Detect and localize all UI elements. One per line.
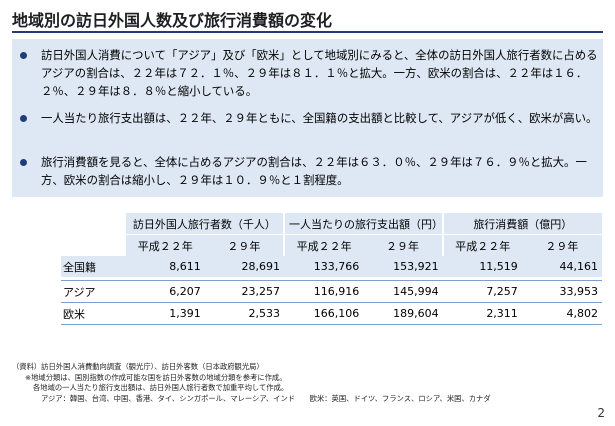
table-corner [61, 213, 126, 235]
table-cell: 166,106 [283, 302, 364, 325]
table-cell: 4,802 [521, 302, 602, 325]
note-line: アジア：韓国、台湾、中国、香港、タイ、シンガポール、マレーシア、インド 欧米：英… [41, 393, 491, 403]
column-header: ２９年 [521, 234, 602, 256]
table-cell: 8,611 [125, 256, 205, 277]
table-cell: 2,533 [204, 302, 284, 325]
table-cell: 2,311 [442, 302, 522, 325]
table-corner [61, 235, 126, 257]
table-row: アジア 6,207 23,257 116,916 145,994 7,257 3… [61, 280, 602, 303]
table-cell: 145,994 [363, 280, 443, 303]
table-cell: 189,604 [363, 302, 443, 325]
table-cell: 153,921 [363, 256, 443, 277]
note-line: （資料）訪日外国人消費動向調査（観光庁）、訪日外客数（日本政府観光局） [12, 362, 264, 371]
source-notes: （資料）訪日外国人消費動向調査（観光庁）、訪日外客数（日本政府観光局） ※地域分… [12, 362, 491, 404]
column-group-header: 一人当たりの旅行支出額（円） [282, 213, 443, 235]
table-row: 欧米 1,391 2,533 166,106 189,604 2,311 4,8… [61, 302, 602, 325]
table-header-years: 平成２２年 ２９年 平成２２年 ２９年 平成２２年 ２９年 [61, 234, 602, 257]
table-cell: 23,257 [204, 280, 284, 303]
column-header: 平成２２年 [441, 234, 522, 256]
column-header: 平成２２年 [282, 234, 364, 256]
table-cell: 6,207 [125, 280, 205, 303]
bullet-text: 訪日外国人消費について「アジア」及び「欧米」として地域別にみると、全体の訪日外国… [41, 48, 598, 98]
bullet-text: 旅行消費額を見ると、全体に占めるアジアの割合は、２２年は６３．０％、２９年は７６… [41, 155, 587, 187]
bullet-item: 一人当たり旅行支出額は、２２年、２９年ともに、全国籍の支出額と比較して、アジアが… [20, 109, 598, 127]
bullet-dot-icon [20, 52, 27, 59]
bullet-dot-icon [20, 115, 27, 122]
bullet-item: 旅行消費額を見ると、全体に占めるアジアの割合は、２２年は６３．０％、２９年は７６… [20, 153, 598, 189]
table-cell: 44,161 [521, 256, 602, 277]
column-header: 平成２２年 [125, 234, 205, 256]
column-header: ２９年 [204, 234, 284, 256]
column-group-header: 旅行消費額（億円） [441, 213, 602, 235]
table-cell: 7,257 [442, 280, 522, 303]
column-header: ２９年 [363, 234, 443, 256]
page-title: 地域別の訪日外国人数及び旅行消費額の変化 [12, 11, 333, 30]
table-cell: 11,519 [442, 256, 522, 277]
table-header-groups: 訪日外国人旅行者数（千人） 一人当たりの旅行支出額（円） 旅行消費額（億円） [61, 213, 602, 235]
table-cell: 28,691 [204, 256, 284, 277]
table-cell: 133,766 [283, 256, 364, 277]
summary-panel: 訪日外国人消費について「アジア」及び「欧米」として地域別にみると、全体の訪日外国… [12, 39, 603, 197]
page-number: 2 [597, 406, 605, 420]
note-line: 各地域の一人当たり旅行支出額は、訪日外国人旅行者数で加重平均して作成。 [33, 383, 289, 392]
note-line: ※地域分類は、国別指数の作成可能な国を訪日外客数の地域分類を参考に作成。 [25, 372, 287, 382]
column-group-header: 訪日外国人旅行者数（千人） [125, 213, 284, 235]
row-label: 全国籍 [61, 256, 126, 277]
bullet-dot-icon [20, 159, 27, 166]
table-cell: 1,391 [125, 302, 205, 325]
bullet-text: 一人当たり旅行支出額は、２２年、２９年ともに、全国籍の支出額と比較して、アジアが… [41, 111, 598, 125]
table-spacer [61, 277, 602, 281]
table-row: 全国籍 8,611 28,691 133,766 153,921 11,519 … [61, 256, 602, 277]
table-cell: 116,916 [283, 280, 364, 303]
title-underline [12, 31, 603, 33]
row-label: 欧米 [61, 302, 126, 325]
row-label: アジア [61, 280, 126, 303]
bullet-item: 訪日外国人消費について「アジア」及び「欧米」として地域別にみると、全体の訪日外国… [20, 46, 598, 100]
table-cell: 33,953 [521, 280, 602, 303]
data-table: 訪日外国人旅行者数（千人） 一人当たりの旅行支出額（円） 旅行消費額（億円） 平… [61, 213, 602, 325]
